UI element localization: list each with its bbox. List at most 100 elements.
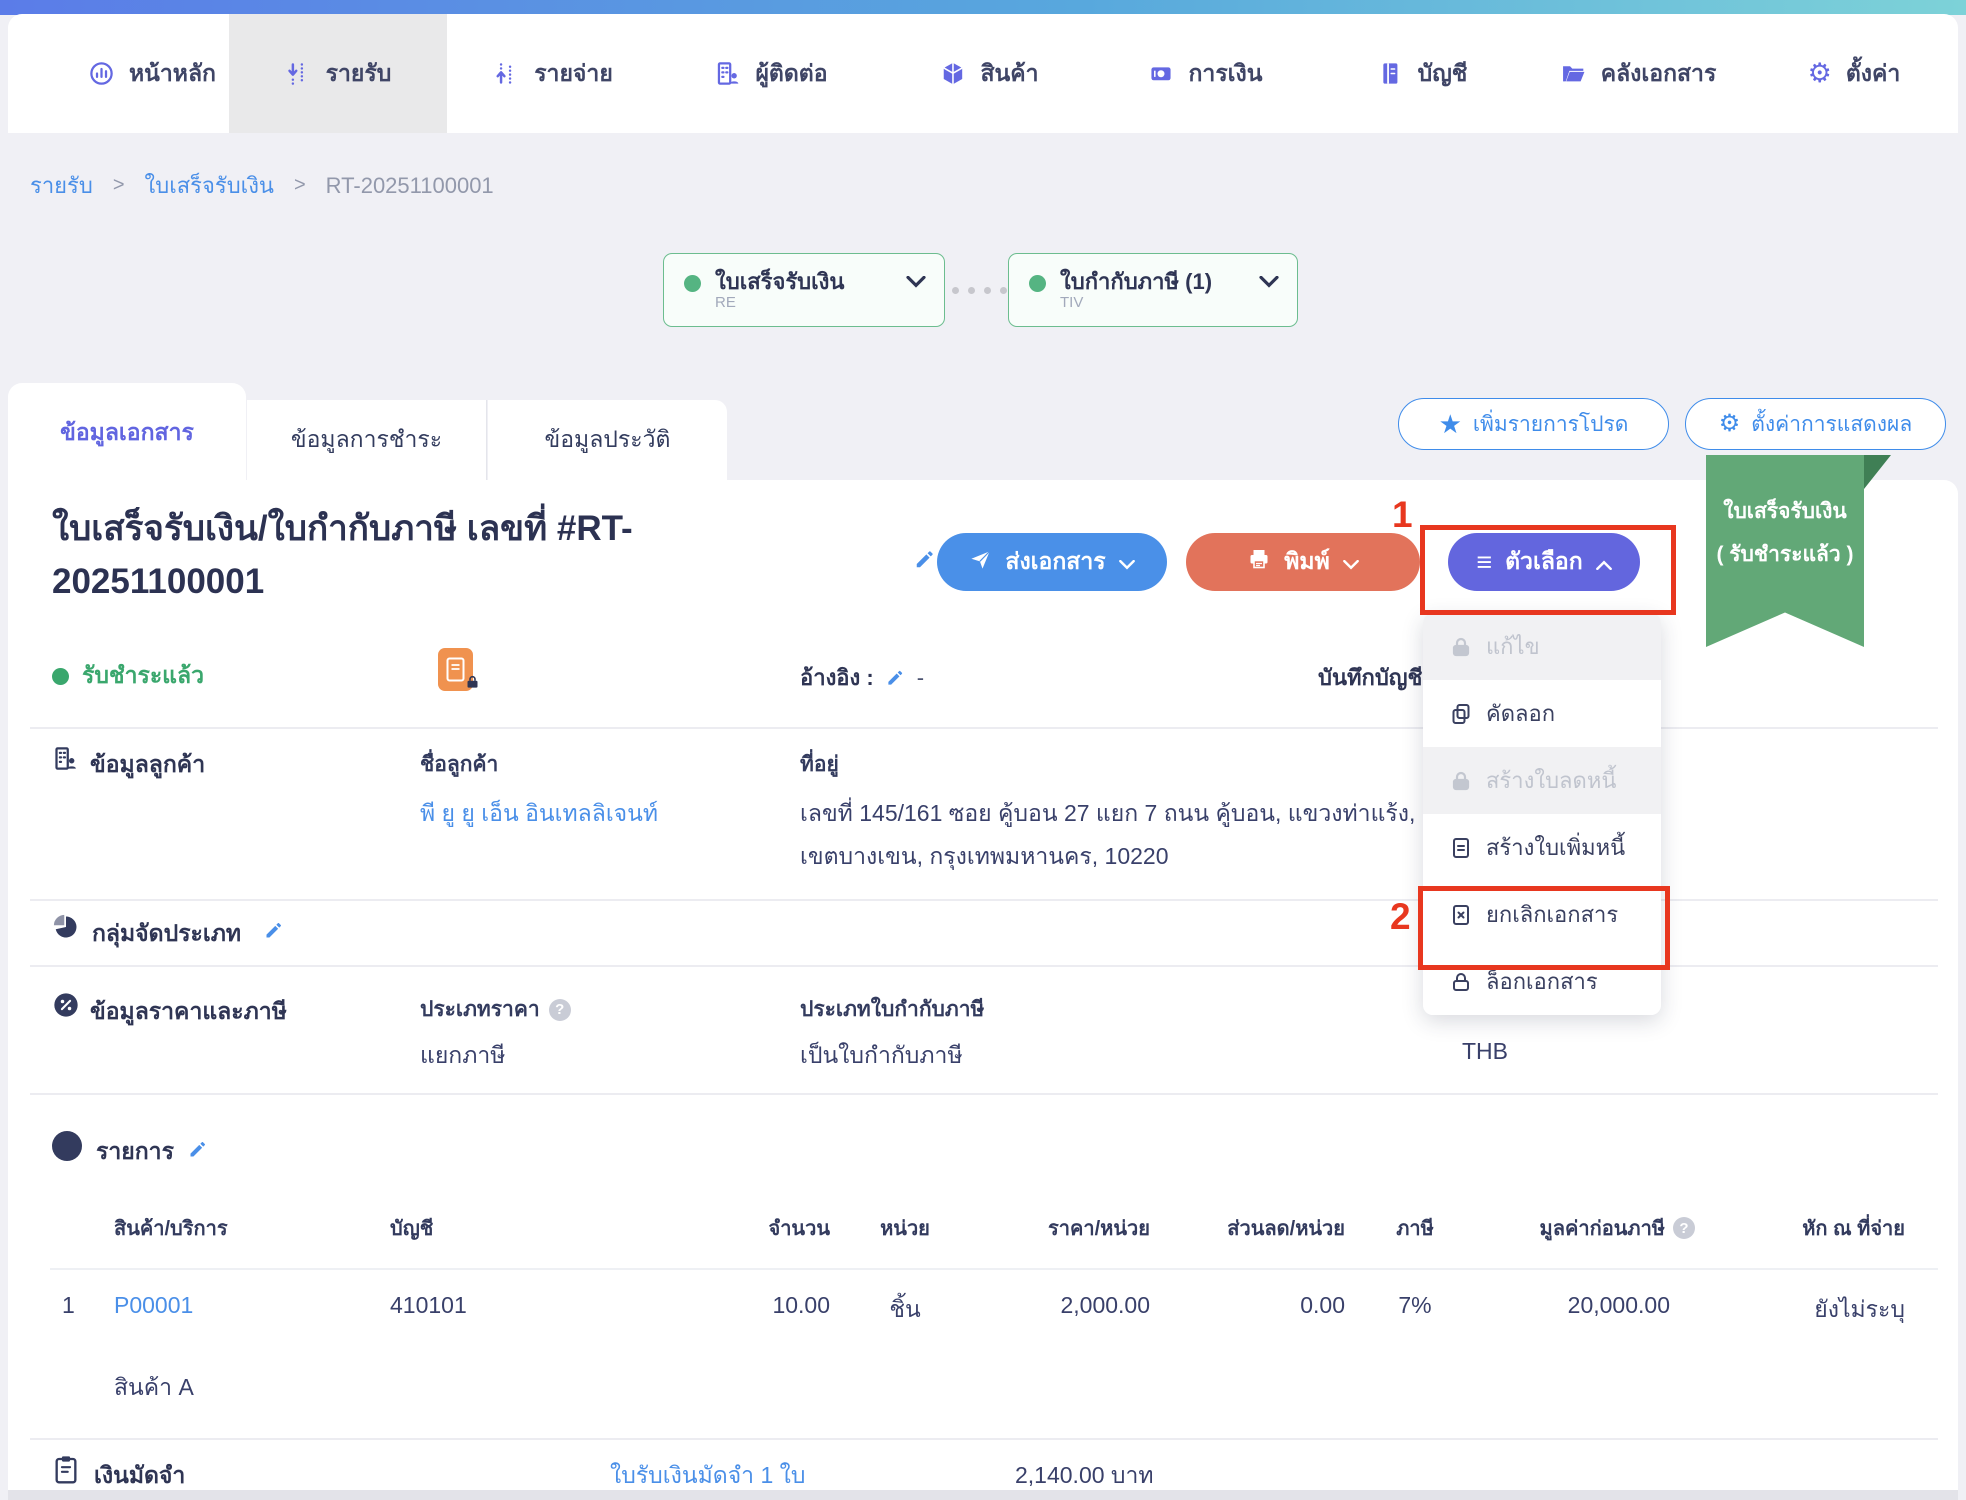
nav-item-income[interactable]: รายรับ: [229, 14, 447, 133]
send-document-label: ส่งเอกสาร: [1005, 548, 1106, 574]
status-badge: รับชำระแล้ว: [52, 658, 204, 694]
flow-card-title: ใบเสร็จรับเงิน: [715, 268, 845, 294]
nav-item-documents[interactable]: คลังเอกสาร: [1560, 14, 1716, 133]
breadcrumb-separator: >: [293, 174, 306, 196]
breadcrumb-income[interactable]: รายรับ: [30, 173, 93, 198]
menu-item-label: คัดลอก: [1486, 701, 1556, 726]
print-label: พิมพ์: [1284, 548, 1330, 574]
ribbon-line1: ใบเสร็จรับเงิน: [1723, 500, 1847, 523]
options-label: ตัวเลือก: [1505, 548, 1583, 574]
row-unit: ชิ้น: [889, 1296, 921, 1322]
income-icon: [285, 60, 312, 87]
col-product: สินค้า/บริการ: [114, 1218, 228, 1240]
menu-item-copy[interactable]: คัดลอก: [1423, 680, 1661, 747]
menu-item-label: สร้างใบเพิ่มหนี้: [1486, 835, 1626, 860]
help-question-icon[interactable]: ?: [1673, 1217, 1695, 1239]
flow-card-code: TIV: [1060, 294, 1084, 312]
print-button[interactable]: พิมพ์: [1186, 533, 1420, 591]
row-product-name: สินค้า A: [114, 1374, 194, 1400]
tab-label: ข้อมูลประวัติ: [544, 426, 671, 452]
options-button[interactable]: ≡ ตัวเลือก: [1448, 533, 1640, 591]
menu-item-label: สร้างใบลดหนี้: [1486, 768, 1617, 793]
add-favorite-button[interactable]: ★ เพิ่มรายการโปรด: [1398, 398, 1669, 450]
flow-connector-dots: [952, 287, 1007, 294]
top-gradient-bar: [0, 0, 1966, 15]
reference-row: อ้างอิง : -: [800, 660, 924, 695]
journal-row: บันทึกบัญชี :: [1318, 660, 1436, 695]
bottom-section-edge: [8, 1490, 1958, 1500]
nav-label: รายจ่าย: [534, 59, 613, 86]
printer-icon: [1247, 547, 1271, 577]
currency-value: THB: [1462, 1038, 1508, 1064]
tab-payment-info[interactable]: ข้อมูลการชำระ: [247, 400, 487, 480]
attachment-locked-icon[interactable]: [438, 648, 478, 691]
nav-item-settings[interactable]: ⚙ ตั้งค่า: [1808, 14, 1901, 133]
price-type-label: ประเภทราคา ?: [420, 993, 571, 1026]
nav-item-contacts[interactable]: ผู้ติดต่อ: [714, 14, 828, 133]
classification-section-title: กลุ่มจัดประเภท: [92, 920, 242, 946]
flow-card-tax-invoice[interactable]: ใบกำกับภาษี (1) TIV: [1008, 253, 1298, 327]
edit-reference-pencil-icon[interactable]: [886, 668, 905, 687]
table-header-divider: [50, 1268, 1938, 1270]
nav-item-finance[interactable]: การเงิน: [1147, 14, 1263, 133]
help-question-icon[interactable]: ?: [548, 998, 571, 1021]
menu-item-create-credit-note: สร้างใบลดหนี้: [1423, 747, 1661, 814]
customer-address: เลขที่ 145/161 ซอย คู้บอน 27 แยก 7 ถนน ค…: [800, 800, 1416, 870]
flow-card-receipt[interactable]: ใบเสร็จรับเงิน RE: [663, 253, 945, 327]
documents-icon: [1560, 60, 1587, 87]
tab-document-info[interactable]: ข้อมูลเอกสาร: [8, 383, 246, 482]
row-wht: ยังไม่ระบุ: [1814, 1296, 1905, 1322]
nav-label: การเงิน: [1188, 59, 1263, 86]
row-qty: 10.00: [772, 1292, 830, 1318]
options-dropdown-menu: แก้ไข คัดลอก สร้างใบลดหนี้ สร้างใบเพิ่มห…: [1423, 613, 1661, 1015]
tab-label: ข้อมูลเอกสาร: [60, 418, 194, 445]
lock-icon: [1449, 635, 1473, 659]
document-icon: [1449, 836, 1473, 860]
nav-label: หน้าหลัก: [129, 59, 216, 86]
col-unit: หน่วย: [880, 1218, 930, 1240]
col-unit-price: ราคา/หน่วย: [1048, 1218, 1150, 1240]
finance-icon: [1147, 60, 1174, 87]
deposit-section-title: เงินมัดจำ: [94, 1462, 186, 1488]
row-product-link[interactable]: P00001: [114, 1292, 194, 1318]
tab-history-info[interactable]: ข้อมูลประวัติ: [488, 400, 727, 480]
ribbon-line2: ( รับชำระแล้ว ): [1716, 543, 1854, 566]
contacts-icon: [714, 60, 741, 87]
edit-pencil-icon[interactable]: [914, 548, 936, 575]
menu-item-lock-document[interactable]: ล็อกเอกสาร: [1423, 948, 1661, 1015]
edit-items-pencil-icon[interactable]: [188, 1139, 208, 1159]
tax-invoice-type-label: ประเภทใบกำกับภาษี: [800, 998, 985, 1021]
divider: [30, 899, 1938, 901]
reference-label: อ้างอิง :: [800, 665, 874, 690]
customer-name-link[interactable]: พี ยู ยู เอ็น อินเทลลิเจนท์: [420, 800, 659, 826]
nav-item-expense[interactable]: รายจ่าย: [493, 14, 613, 133]
title-line2: 20251100001: [52, 561, 265, 601]
nav-label: รายรับ: [325, 59, 392, 86]
display-settings-button[interactable]: ⚙ ตั้งค่าการแสดงผล: [1685, 398, 1946, 450]
settings-gear-icon: ⚙: [1807, 58, 1832, 88]
divider: [30, 1438, 1938, 1440]
menu-item-void-document[interactable]: ยกเลิกเอกสาร: [1423, 881, 1661, 948]
deposit-clipboard-icon: [52, 1454, 80, 1490]
add-favorite-label: เพิ่มรายการโปรด: [1472, 412, 1629, 436]
annotation-step-1: 1: [1392, 494, 1413, 535]
flow-card-code: RE: [715, 294, 736, 312]
menu-lines-icon: ≡: [1476, 546, 1493, 577]
star-icon: ★: [1438, 409, 1462, 439]
send-document-button[interactable]: ส่งเอกสาร: [937, 533, 1167, 591]
deposit-amount: 2,140.00 บาท: [1015, 1462, 1154, 1488]
menu-item-create-debit-note[interactable]: สร้างใบเพิ่มหนี้: [1423, 814, 1661, 881]
nav-item-home[interactable]: หน้าหลัก: [88, 14, 216, 133]
edit-classification-pencil-icon[interactable]: [264, 920, 284, 940]
col-pretax-text: มูลค่าก่อนภาษี: [1539, 1218, 1665, 1240]
reference-value: -: [916, 664, 925, 690]
nav-item-products[interactable]: สินค้า: [939, 14, 1039, 133]
row-account: 410101: [390, 1292, 467, 1318]
chevron-down-icon: [906, 275, 926, 293]
products-icon: [939, 60, 966, 87]
deposit-receipt-link[interactable]: ใบรับเงินมัดจำ 1 ใบ: [610, 1462, 806, 1488]
nav-item-accounting[interactable]: บัญชี: [1377, 14, 1467, 133]
items-section-title: รายการ: [96, 1138, 174, 1164]
dashboard-icon: [88, 60, 115, 87]
breadcrumb-receipt[interactable]: ใบเสร็จรับเงิน: [144, 173, 274, 198]
